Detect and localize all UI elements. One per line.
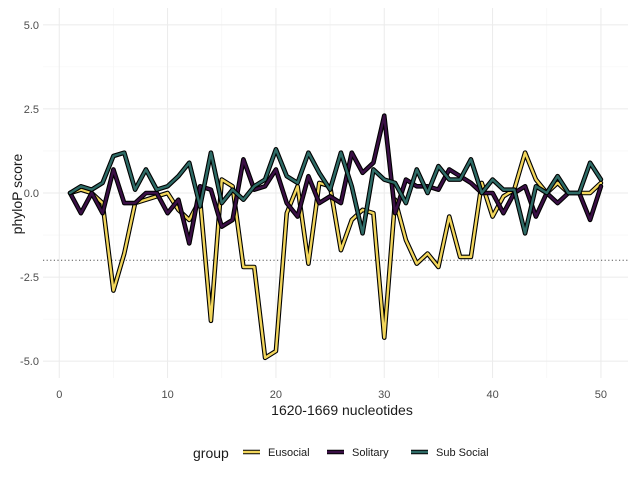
legend-label-eusocial: Eusocial (268, 447, 310, 459)
y-tick-label: -5.0 (20, 356, 39, 368)
series-line-sub-social (68, 148, 603, 235)
y-tick-label: 5.0 (24, 20, 39, 32)
legend-label-sub-social: Sub Social (436, 447, 489, 459)
x-tick-label: 20 (270, 389, 282, 401)
y-axis-title: phyloP score (9, 153, 25, 234)
x-tick-label: 30 (378, 389, 390, 401)
axis-labels: 0 10 20 30 40 50 -5.0 -2.5 0.0 2.5 5.0 (20, 20, 607, 401)
y-tick-label: 2.5 (24, 104, 39, 116)
legend-label-solitary: Solitary (352, 447, 389, 459)
y-tick-label: 0.0 (24, 188, 39, 200)
x-tick-label: 40 (486, 389, 498, 401)
y-tick-label: -2.5 (20, 272, 39, 284)
x-axis-title: 1620-1669 nucleotides (271, 402, 413, 418)
x-tick-label: 10 (161, 389, 173, 401)
x-tick-label: 0 (56, 389, 62, 401)
series-line-solitary (68, 114, 603, 245)
legend-items: Eusocial Solitary Sub Social (243, 447, 489, 459)
legend: group Eusocial Solitary Sub Social (193, 445, 489, 461)
legend-title: group (193, 445, 229, 461)
x-tick-label: 50 (595, 389, 607, 401)
series-lines (67, 113, 604, 361)
